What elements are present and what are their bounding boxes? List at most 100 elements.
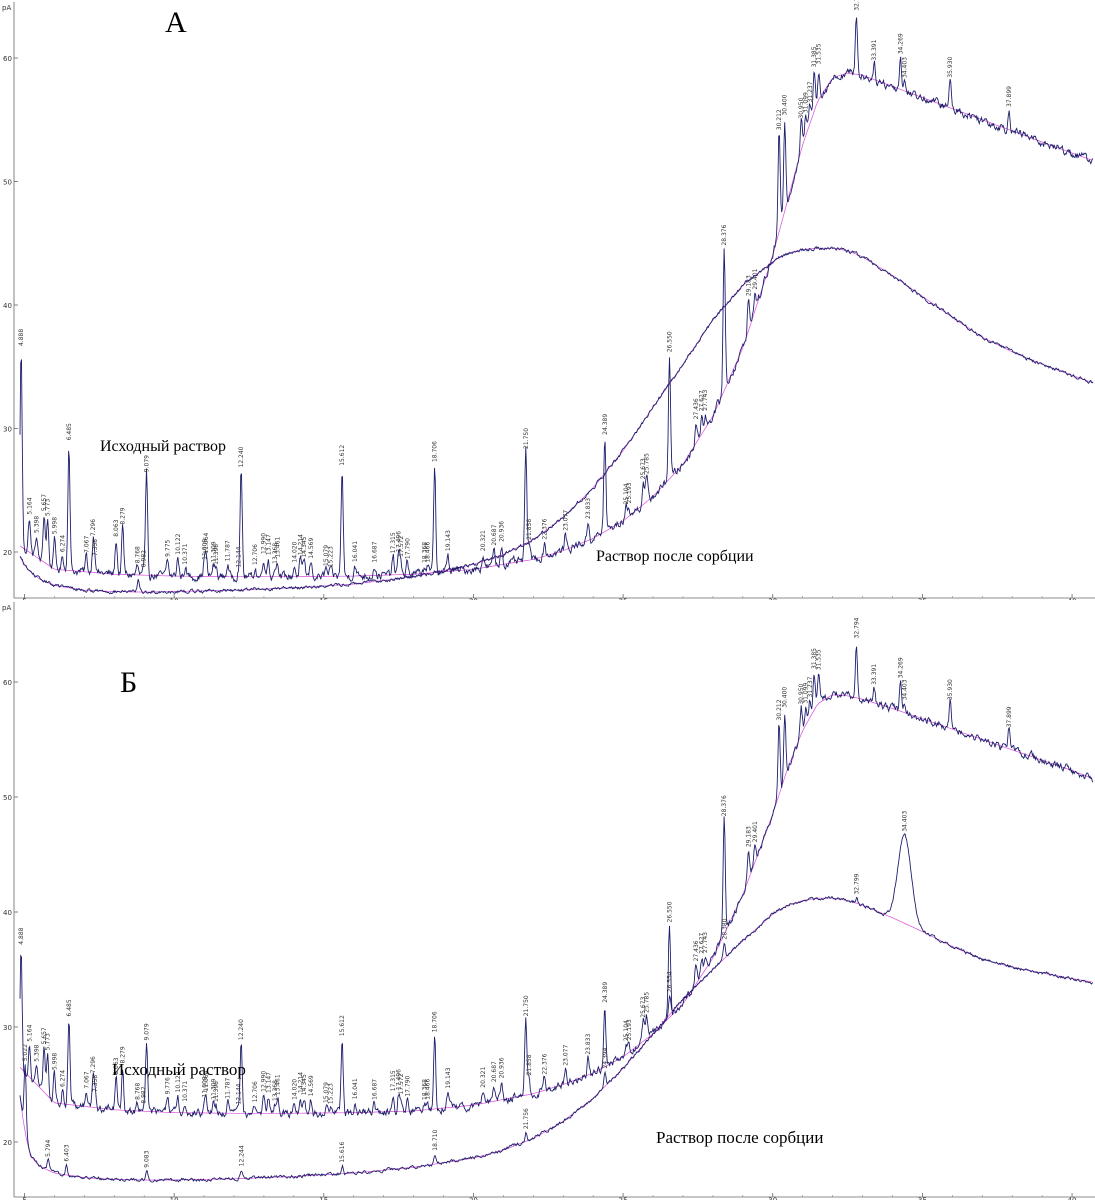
peak-label: 12.240 (238, 446, 245, 467)
peak-label: 14.345 (301, 536, 308, 557)
peak-label: 20.936 (498, 521, 505, 542)
peak-label: 7.296 (90, 1056, 97, 1073)
x-tick-label: 30 (768, 597, 777, 600)
chromatogram-trace (19, 646, 1094, 1119)
peak-label: 11.064 (203, 1070, 210, 1091)
peak-label: 19.143 (445, 530, 452, 551)
peak-label: 31.237 (807, 676, 814, 697)
peak-label: 12.244 (238, 1145, 245, 1166)
peak-label: 14.020 (291, 1079, 298, 1100)
peak-label: 25.785 (644, 453, 651, 474)
peak-label: 14.569 (308, 538, 315, 559)
peak-label: 21.750 (523, 428, 530, 449)
peak-label: 37.899 (1006, 86, 1013, 107)
chromatogram-trace (19, 17, 1093, 583)
y-tick-label: 50 (3, 179, 12, 187)
peak-label: 8.063 (113, 519, 120, 536)
peak-label: 11.398 (213, 1081, 220, 1102)
peak-label: 7.296 (90, 519, 97, 536)
peak-label: 31.535 (816, 43, 823, 64)
peak-label: 9.079 (144, 1023, 151, 1040)
x-tick-label: 25 (619, 1196, 628, 1200)
peak-label: 5.164 (26, 1024, 33, 1041)
peak-label: 25.104 (623, 1020, 630, 1041)
caption-after-sorption: Раствор после сорбции (656, 1128, 824, 1147)
peak-label: 6.485 (66, 999, 73, 1016)
peak-label: 13.461 (275, 1074, 282, 1095)
peak-label: 14.020 (291, 541, 298, 562)
peak-label: 12.144 (235, 1083, 242, 1104)
peak-label: 15.612 (339, 445, 346, 466)
chromatogram-trace (19, 833, 1094, 1183)
peak-label: 17.315 (390, 1070, 397, 1091)
y-tick-label: 40 (3, 909, 12, 917)
peak-label: 15.223 (327, 546, 334, 567)
peak-label: 12.990 (261, 1071, 268, 1092)
peak-label: 18.706 (432, 1011, 439, 1032)
peak-label: 6.274 (60, 1070, 67, 1087)
x-tick-label: 40 (1068, 1196, 1077, 1200)
peak-label: 8.982 (141, 1086, 148, 1103)
peak-label: 27.743 (702, 932, 709, 953)
peak-label: 23.833 (585, 1033, 592, 1054)
x-tick-label: 20 (469, 1196, 478, 1200)
peak-label: 5.998 (51, 517, 58, 534)
peak-label: 6.485 (66, 423, 73, 440)
peak-label: 11.398 (213, 544, 220, 565)
peak-label: 5.794 (45, 1139, 52, 1156)
peak-label: 24.389 (602, 982, 609, 1003)
peak-label: 15.079 (323, 545, 330, 566)
peak-label: 20.687 (491, 1061, 498, 1082)
peak-label: 30.212 (776, 109, 783, 130)
peak-label: 7.358 (92, 539, 99, 556)
peak-label: 25.193 (626, 482, 633, 503)
peak-label: 8.982 (141, 550, 148, 567)
caption-initial-solution: Исходный раствор (112, 1060, 246, 1079)
x-tick-label: 15 (319, 1196, 328, 1200)
peak-label: 30.400 (782, 687, 789, 708)
peak-label: 15.612 (339, 1015, 346, 1036)
peak-label: 26.550 (666, 901, 673, 922)
peak-label: 5.657 (41, 1027, 48, 1044)
peak-label: 34.269 (898, 33, 905, 54)
peak-label: 9.775 (164, 539, 171, 556)
peak-label: 31.385 (811, 46, 818, 67)
peak-label: 15.616 (339, 1141, 346, 1162)
peak-label: 15.079 (323, 1082, 330, 1103)
peak-label: 14.569 (308, 1075, 315, 1096)
peak-label: 17.496 (395, 531, 402, 552)
peak-label: 17.790 (404, 538, 411, 559)
peak-label: 26.554 (667, 971, 674, 992)
peak-label: 17.572 (398, 536, 405, 557)
peak-label: 10.371 (182, 1081, 189, 1102)
peak-label: 31.535 (816, 649, 823, 670)
x-tick-label: 15 (319, 597, 328, 600)
peak-label: 34.403 (902, 811, 909, 832)
peak-label: 23.077 (563, 1044, 570, 1065)
caption-after-sorption: Раствор после сорбции (596, 548, 754, 565)
peak-label: 18.710 (432, 1130, 439, 1151)
peak-label: 21.858 (526, 1054, 533, 1075)
peak-label: 11.008 (201, 539, 208, 560)
peak-label: 25.193 (626, 1019, 633, 1040)
y-tick-label: 20 (3, 549, 12, 557)
peak-label: 18.368 (422, 1079, 429, 1100)
peak-label: 23.077 (563, 510, 570, 531)
peak-label: 26.550 (666, 331, 673, 352)
y-axis-unit: pA (2, 4, 11, 12)
peak-label: 5.022 (22, 1044, 29, 1061)
peak-label: 25.673 (640, 458, 647, 479)
y-tick-label: 30 (3, 426, 12, 434)
peak-label: 27.436 (693, 398, 700, 419)
integration-baseline (19, 694, 1092, 1114)
peak-label: 20.687 (491, 524, 498, 545)
integration-baseline (19, 72, 1092, 578)
chromatogram-plot-a: pA 20 30 40 50 60 5 10 15 20 25 30 35 40 4.888 5.1645.3… (2, 0, 1095, 600)
peak-label: 28.376 (721, 224, 728, 245)
peak-label: 34.403 (902, 679, 909, 700)
peak-label: 25.673 (640, 997, 647, 1018)
peak-label: 27.436 (693, 940, 700, 961)
panel-label-a: А (165, 6, 187, 39)
y-axis-unit: pA (2, 604, 11, 612)
peak-label: 11.309 (210, 541, 217, 562)
